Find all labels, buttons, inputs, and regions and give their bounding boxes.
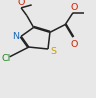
Text: S: S [50,47,56,56]
Text: Cl: Cl [1,54,10,63]
Text: N: N [12,32,19,41]
Text: O: O [70,3,78,12]
Text: O: O [70,40,78,49]
Text: O: O [17,0,25,7]
